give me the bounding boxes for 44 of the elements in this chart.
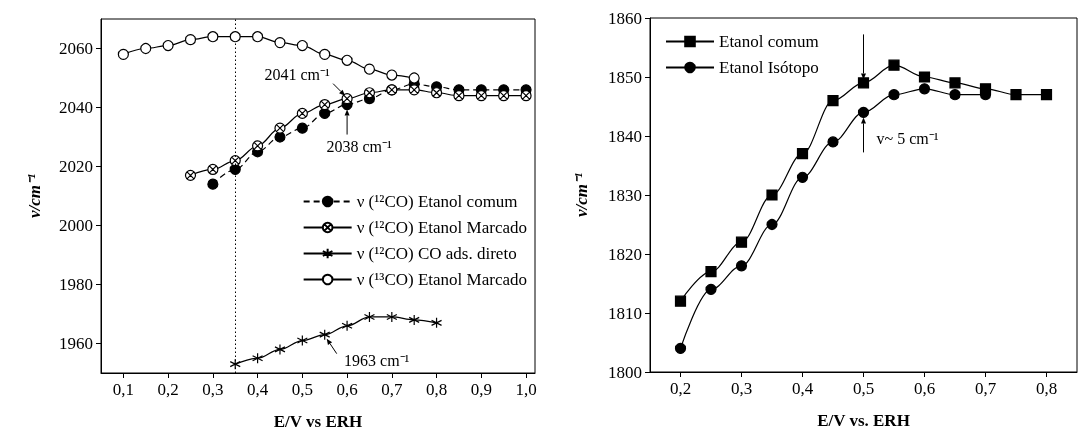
annotation: 1963 cm⁻¹ xyxy=(344,352,410,370)
y-axis-title: ν/cm⁻¹ xyxy=(25,173,44,219)
y-tick-label: 1980 xyxy=(59,275,93,294)
y-tick-label: 1860 xyxy=(608,8,642,28)
x-tick-label: 0,1 xyxy=(112,380,134,399)
x-tick-label: 0,8 xyxy=(425,380,448,399)
x-tick-label: 0,4 xyxy=(246,380,269,399)
y-tick-label: 1840 xyxy=(608,126,642,146)
x-tick-label: 0,8 xyxy=(1035,379,1058,398)
x-tick-label: 0,2 xyxy=(157,380,179,399)
legend-label: ν (¹²CO) Etanol comum xyxy=(356,192,518,211)
x-tick-label: 0,6 xyxy=(336,380,358,399)
x-axis-title: E/V vs. ERH xyxy=(817,411,910,430)
x-tick-label: 0,4 xyxy=(791,379,814,398)
x-tick-label: 0,7 xyxy=(974,379,997,398)
y-tick-label: 1810 xyxy=(608,303,642,323)
x-tick-label: 0,3 xyxy=(730,379,753,398)
y-tick-label: 1820 xyxy=(608,244,642,264)
x-tick-label: 0,5 xyxy=(291,380,313,399)
y-tick-label: 1960 xyxy=(59,334,93,353)
annotation: v~ 5 cm⁻¹ xyxy=(876,129,939,147)
legend-label: ν (¹²CO) Etanol Marcado xyxy=(356,218,527,237)
y-tick-label: 2040 xyxy=(59,98,93,117)
annotation: 2041 cm⁻¹ xyxy=(264,66,330,84)
x-tick-label: 0,5 xyxy=(852,379,875,398)
x-tick-label: 1,0 xyxy=(515,380,537,399)
x-tick-label: 0,3 xyxy=(202,380,224,399)
legend-label: ν (¹³CO) Etanol Marcado xyxy=(356,270,527,289)
y-tick-label: 2060 xyxy=(59,39,93,58)
x-tick-label: 0,7 xyxy=(381,380,403,399)
y-tick-label: 1800 xyxy=(608,362,642,382)
x-axis-title: E/V vs ERH xyxy=(273,412,363,431)
legend-label: Etanol Isótopo xyxy=(719,58,819,77)
legend-label: ν (¹²CO) CO ads. direto xyxy=(356,244,517,263)
y-axis-title: ν/cm⁻¹ xyxy=(572,172,591,218)
legend-label: Etanol comum xyxy=(719,32,819,51)
annotation: 2038 cm⁻¹ xyxy=(326,138,392,156)
x-tick-label: 0,9 xyxy=(470,380,492,399)
y-tick-label: 2020 xyxy=(59,157,93,176)
y-tick-label: 2000 xyxy=(59,216,93,235)
x-tick-label: 0,2 xyxy=(669,379,692,398)
y-tick-label: 1850 xyxy=(608,67,642,87)
x-tick-label: 0,6 xyxy=(913,379,936,398)
y-tick-label: 1830 xyxy=(608,185,642,205)
